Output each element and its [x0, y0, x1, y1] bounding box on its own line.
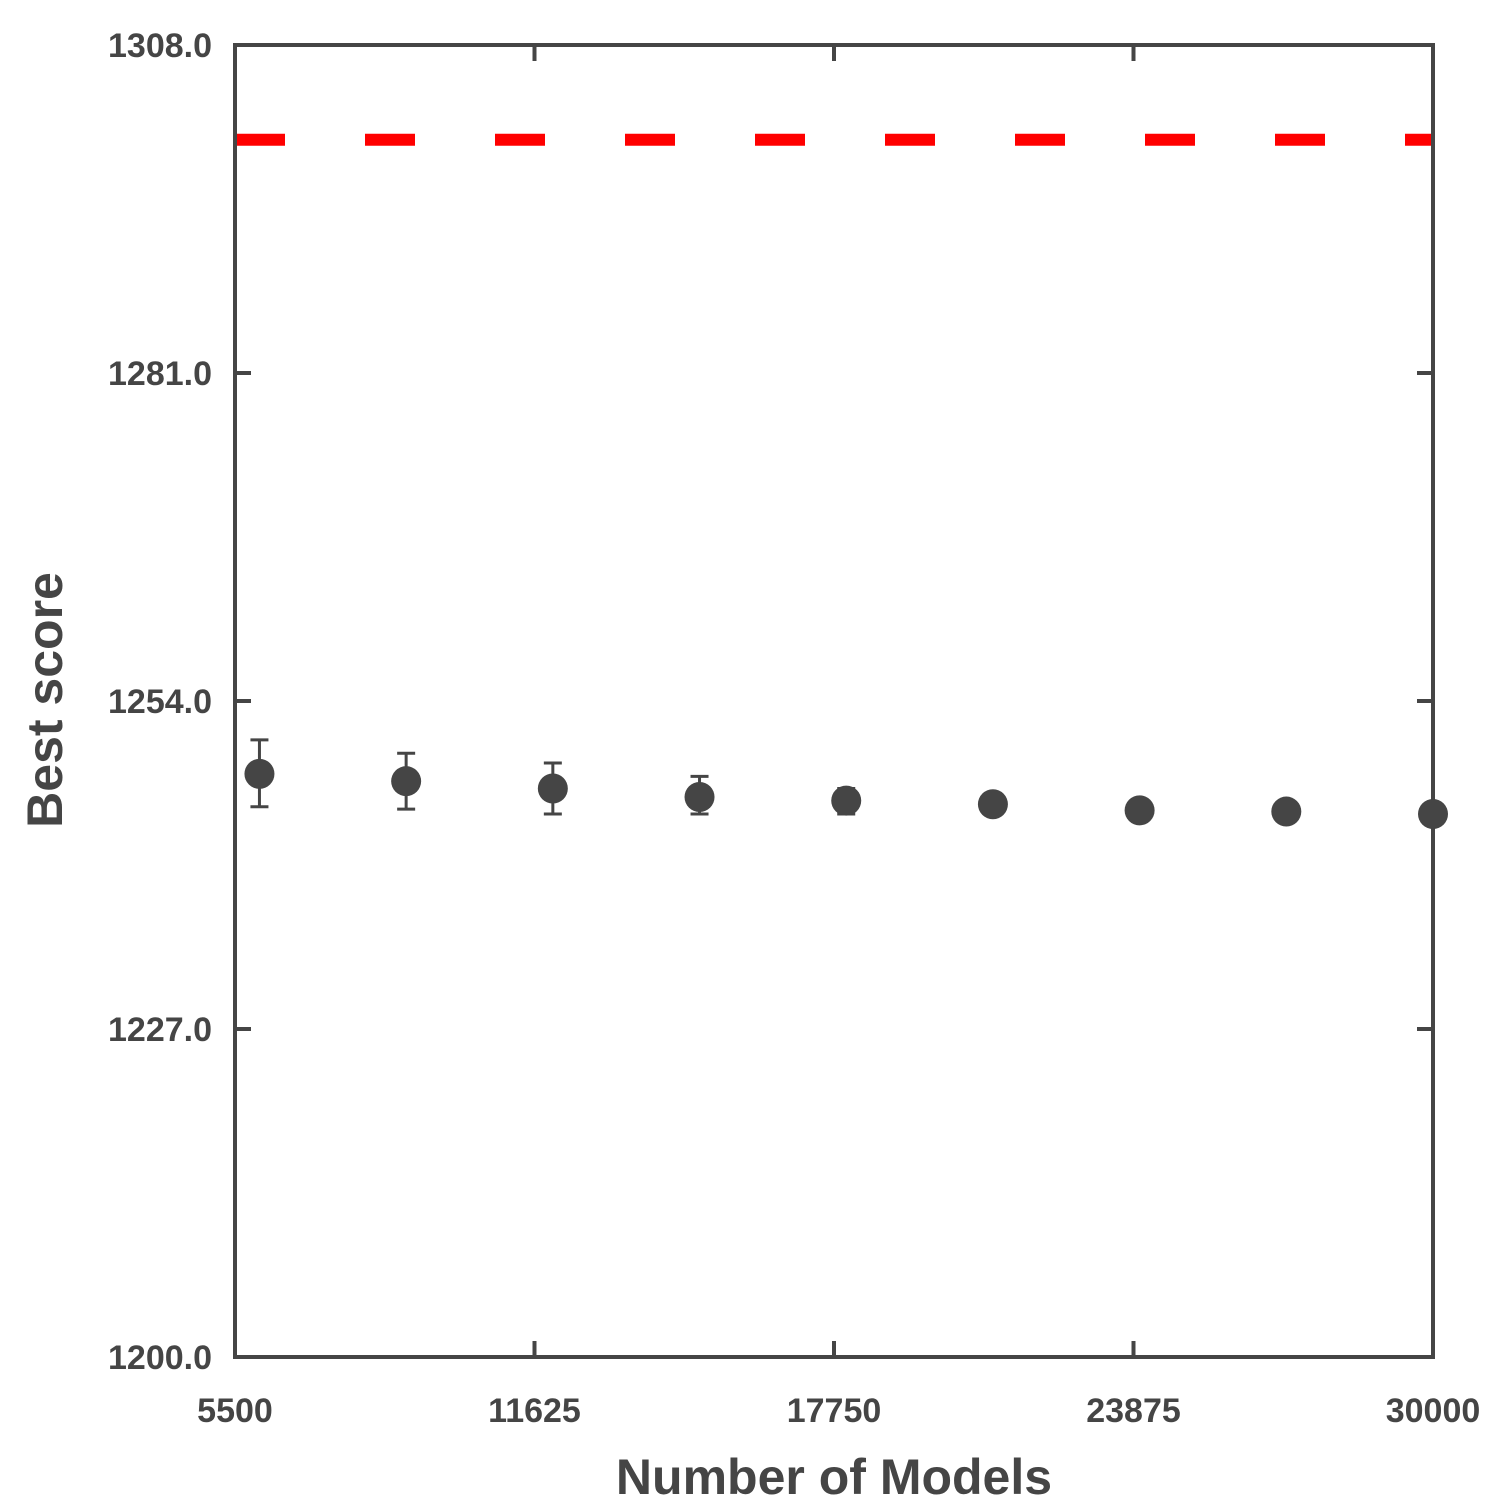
plot-frame	[233, 43, 1435, 1359]
y-axis-title: Best score	[17, 572, 73, 828]
x-axis-title: Number of Models	[616, 1449, 1052, 1500]
x-tick-label: 30000	[1386, 1392, 1481, 1430]
y-tick-label: 1227.0	[108, 1011, 212, 1049]
y-tick-label: 1308.0	[108, 27, 212, 65]
data-point	[831, 785, 862, 816]
x-tick-label: 23875	[1086, 1392, 1181, 1430]
data-point	[244, 758, 275, 789]
x-tick-label: 17750	[787, 1392, 882, 1430]
y-tick-label: 1200.0	[108, 1339, 212, 1377]
data-point	[1418, 798, 1448, 829]
data-point	[1124, 795, 1155, 826]
y-tick-label: 1281.0	[108, 355, 212, 393]
x-tick-label: 5500	[197, 1392, 273, 1430]
data-point	[537, 773, 568, 804]
data-point	[391, 766, 422, 797]
y-tick-label: 1254.0	[108, 683, 212, 721]
data-point	[684, 781, 715, 812]
data-point	[977, 789, 1008, 820]
data-point	[1271, 796, 1302, 827]
x-tick-label: 11625	[488, 1392, 581, 1430]
